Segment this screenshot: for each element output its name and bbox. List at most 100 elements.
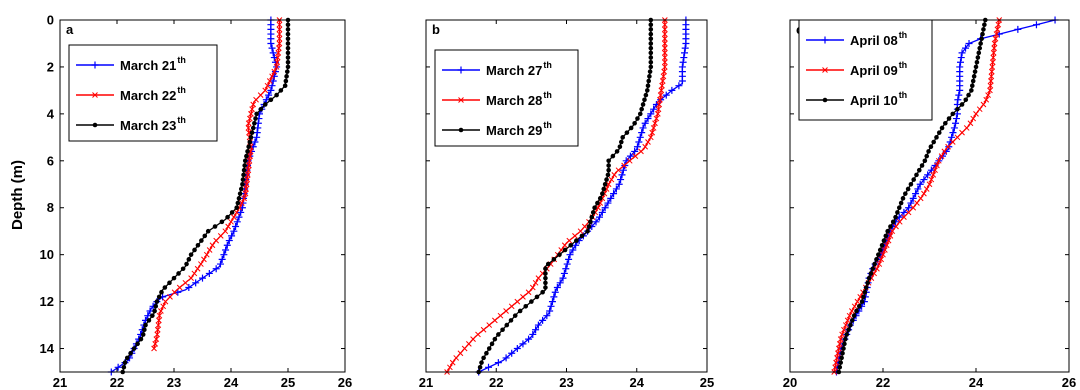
x-tick-label: 22 — [489, 375, 503, 390]
data-point — [617, 176, 625, 184]
data-point — [273, 64, 280, 70]
data-point — [598, 208, 606, 216]
data-point — [216, 260, 224, 268]
data-point — [154, 331, 161, 338]
legend-label: March 21 — [120, 58, 176, 73]
data-point — [602, 181, 608, 187]
data-point — [562, 247, 568, 253]
data-point — [199, 238, 204, 243]
data-point — [881, 238, 887, 243]
data-point — [532, 326, 540, 334]
data-point — [617, 144, 623, 150]
data-point — [916, 167, 922, 173]
x-tick-label: 23 — [559, 375, 573, 390]
data-point — [963, 97, 969, 103]
data-point — [453, 355, 460, 361]
data-point — [632, 120, 637, 126]
data-point — [641, 119, 649, 127]
data-point — [595, 204, 601, 211]
data-point — [596, 213, 604, 221]
data-point — [989, 59, 996, 66]
data-point — [546, 307, 554, 315]
data-point — [987, 87, 993, 94]
data-point — [648, 59, 654, 65]
data-point — [220, 251, 228, 259]
data-point — [162, 298, 169, 305]
data-point — [248, 111, 254, 117]
data-point — [643, 92, 649, 98]
data-point — [560, 269, 568, 277]
data-point — [247, 139, 253, 145]
legend-label: March 22 — [120, 88, 176, 103]
data-point — [124, 355, 130, 361]
data-point — [276, 21, 283, 28]
data-point — [638, 148, 644, 155]
series-line — [478, 20, 687, 373]
legend-label-superscript: th — [177, 55, 186, 65]
data-point — [470, 336, 476, 343]
data-point — [969, 88, 974, 93]
data-point — [978, 41, 983, 46]
data-point — [981, 27, 986, 32]
data-point — [274, 92, 279, 98]
data-point — [889, 228, 896, 235]
data-point — [156, 312, 163, 319]
x-tick-label: 26 — [1062, 375, 1076, 390]
legend-label: April 10 — [850, 93, 898, 108]
data-point — [525, 335, 533, 343]
data-point — [877, 247, 883, 253]
data-point — [519, 340, 527, 348]
data-point — [225, 223, 232, 230]
data-point — [248, 135, 254, 140]
data-point — [973, 111, 979, 117]
data-point — [939, 125, 945, 131]
data-point — [547, 302, 555, 310]
data-point — [232, 223, 240, 231]
data-point — [919, 163, 925, 168]
x-tick-label: 26 — [338, 375, 352, 390]
data-point — [668, 86, 676, 94]
data-point — [489, 341, 495, 347]
data-point — [834, 355, 840, 361]
data-point — [228, 232, 236, 240]
data-point — [648, 41, 654, 46]
data-point — [976, 106, 983, 113]
data-point — [167, 294, 173, 300]
data-point — [457, 350, 464, 357]
legend-marker — [822, 67, 828, 73]
data-point — [534, 294, 540, 300]
data-point — [962, 44, 970, 52]
data-point — [140, 332, 146, 337]
data-point — [888, 224, 893, 229]
data-point — [882, 247, 888, 253]
data-point — [535, 275, 542, 281]
data-point — [862, 289, 868, 295]
data-point — [898, 200, 904, 206]
data-point — [644, 115, 652, 123]
data-point — [285, 27, 291, 32]
data-point — [914, 172, 919, 178]
data-point — [934, 135, 939, 140]
data-point — [188, 275, 194, 281]
data-point — [653, 115, 660, 122]
data-point — [500, 327, 505, 333]
data-point — [225, 214, 230, 220]
data-point — [217, 233, 224, 239]
data-point — [606, 158, 611, 164]
data-point — [247, 153, 253, 159]
data-point — [838, 360, 843, 365]
data-point — [924, 153, 930, 159]
data-point — [525, 289, 532, 296]
legend-label-superscript: th — [543, 60, 552, 70]
data-point — [579, 233, 585, 239]
data-point — [958, 49, 966, 57]
data-point — [661, 59, 668, 66]
data-point — [235, 200, 241, 206]
data-point — [480, 326, 487, 333]
data-point — [241, 167, 247, 173]
data-point — [647, 110, 655, 118]
data-point — [615, 167, 622, 174]
data-point — [114, 363, 122, 371]
data-point — [158, 308, 164, 314]
